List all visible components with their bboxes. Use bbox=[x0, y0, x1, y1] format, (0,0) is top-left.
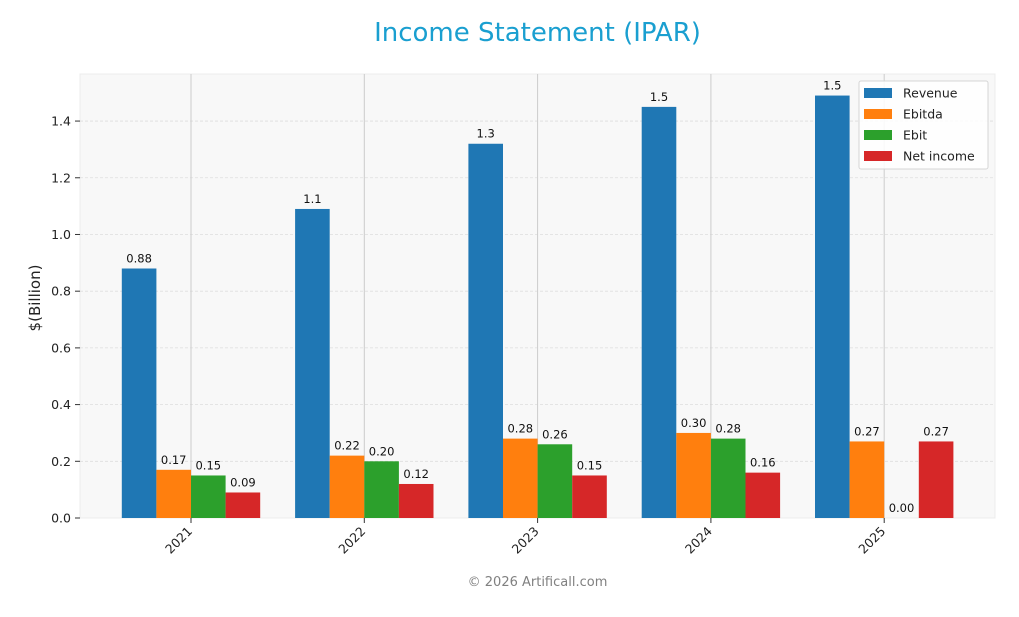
bar-ebit-2022 bbox=[364, 461, 399, 518]
bar-value-label: 1.5 bbox=[650, 90, 668, 104]
bar-value-label: 0.22 bbox=[334, 439, 360, 453]
bar-value-label: 0.28 bbox=[507, 422, 533, 436]
bar-revenue-2022 bbox=[295, 208, 330, 518]
x-tick-label: 2023 bbox=[509, 524, 542, 557]
bar-net-income-2024 bbox=[745, 472, 781, 518]
bar-value-labels: 0.88 0.17 0.15 0.09 1.1 0.22 0.20 0.12 1.3 0.28 0.… bbox=[126, 79, 949, 515]
y-axis-label: $(Billion) bbox=[26, 265, 44, 332]
y-tick-label: 1.0 bbox=[51, 227, 71, 242]
bar-revenue-2025 bbox=[815, 95, 850, 519]
bar-net-income-2021 bbox=[225, 492, 261, 518]
y-tick-label: 0.0 bbox=[51, 511, 71, 526]
bar-value-label: 0.09 bbox=[230, 475, 256, 489]
x-tick-label: 2025 bbox=[855, 524, 888, 557]
bar-ebit-2023 bbox=[537, 444, 573, 518]
bar-revenue-2024 bbox=[641, 106, 677, 518]
bar-value-label: 0.27 bbox=[854, 424, 880, 438]
legend: Revenue Ebitda Ebit Net income bbox=[858, 80, 989, 170]
bar-value-label: 0.26 bbox=[542, 427, 568, 441]
x-tick-label: 2024 bbox=[682, 523, 715, 556]
x-tick-label: 2022 bbox=[335, 524, 368, 557]
bar-net-income-2025 bbox=[918, 441, 954, 518]
x-axis: 2021 2022 2023 2024 2025 bbox=[162, 518, 888, 557]
bar-value-label: 0.17 bbox=[161, 453, 187, 467]
bar-value-label: 1.5 bbox=[823, 79, 841, 93]
legend-label: Ebitda bbox=[903, 107, 943, 122]
y-tick-label: 0.6 bbox=[51, 340, 71, 355]
legend-swatch-ebit bbox=[864, 130, 892, 140]
bar-value-label: 0.28 bbox=[715, 422, 741, 436]
bar-value-label: 0.12 bbox=[403, 467, 429, 481]
y-axis: 0.0 0.2 0.4 0.6 0.8 1.0 1.2 1.4 $(Billion) bbox=[26, 114, 80, 526]
bar-value-label: 0.88 bbox=[126, 251, 152, 265]
legend-label: Ebit bbox=[903, 128, 927, 143]
bars bbox=[121, 95, 954, 519]
bar-value-label: 1.1 bbox=[303, 192, 321, 206]
bar-value-label: 0.00 bbox=[889, 501, 915, 515]
legend-label: Revenue bbox=[903, 86, 958, 101]
bar-value-label: 1.3 bbox=[477, 127, 495, 141]
bar-value-label: 0.15 bbox=[577, 458, 603, 472]
y-tick-label: 1.2 bbox=[51, 170, 71, 185]
legend-label: Net income bbox=[903, 149, 975, 164]
bar-revenue-2021 bbox=[121, 268, 157, 518]
bar-ebit-2024 bbox=[710, 438, 746, 518]
legend-box bbox=[858, 80, 989, 170]
bar-value-label: 0.16 bbox=[750, 456, 776, 470]
bar-ebitda-2024 bbox=[676, 432, 711, 518]
y-tick-label: 0.2 bbox=[51, 454, 71, 469]
bar-value-label: 0.27 bbox=[923, 424, 949, 438]
bar-ebitda-2025 bbox=[849, 441, 885, 518]
y-tick-label: 0.8 bbox=[51, 284, 71, 299]
x-tick-label: 2021 bbox=[162, 524, 195, 557]
copyright-footer: © 2026 Artificall.com bbox=[467, 575, 608, 590]
bar-net-income-2023 bbox=[572, 475, 607, 518]
chart-title: Income Statement (IPAR) bbox=[374, 18, 701, 48]
bar-value-label: 0.30 bbox=[681, 416, 707, 430]
bar-ebit-2021 bbox=[191, 475, 226, 518]
bar-revenue-2023 bbox=[468, 143, 503, 518]
bar-ebitda-2023 bbox=[503, 438, 538, 518]
legend-swatch-net-income bbox=[864, 151, 892, 161]
bar-value-label: 0.20 bbox=[369, 444, 395, 458]
bar-ebitda-2021 bbox=[156, 469, 191, 518]
y-tick-label: 0.4 bbox=[51, 397, 71, 412]
legend-swatch-revenue bbox=[864, 88, 892, 98]
bar-ebitda-2022 bbox=[329, 455, 365, 518]
bar-value-label: 0.15 bbox=[195, 458, 221, 472]
bar-net-income-2022 bbox=[398, 483, 434, 518]
y-tick-label: 1.4 bbox=[51, 114, 71, 129]
legend-swatch-ebitda bbox=[864, 109, 892, 119]
